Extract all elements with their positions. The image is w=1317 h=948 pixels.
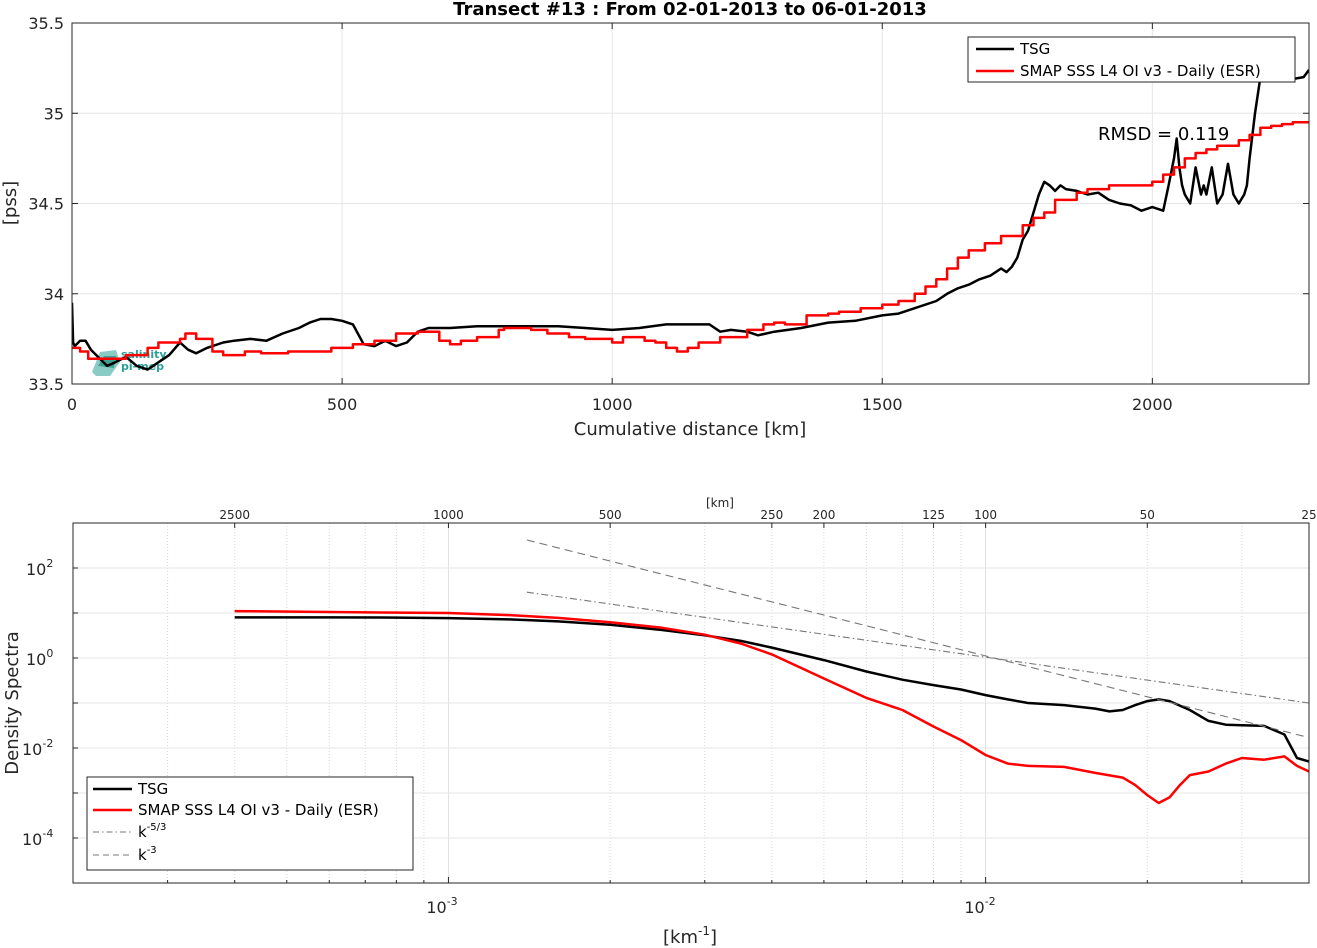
top-xtick-label: 500 [327,395,358,414]
top-legend-label-smap: SMAP SSS L4 OI v3 - Daily (ESR) [1020,62,1261,80]
bottom-ytick-label-1e0: 100 [26,647,53,669]
bottom-series-line-k3 [526,539,1309,739]
bottom-ticks: 2500 1000 500 250 200 125 100 50 25 [73,508,1317,883]
top-xtick-label: 2000 [1132,395,1173,414]
top-legend-box [967,36,1296,83]
top-km-tick-label: 100 [974,508,997,522]
bottom-y-axis-label: Density Spectra [2,631,23,774]
top-xtick-label: 0 [67,395,77,414]
bottom-xtick-label-1e-3: 10-3 [426,895,457,917]
bottom-legend: TSG SMAP SSS L4 OI v3 - Daily (ESR) k-5/… [86,776,414,871]
top-km-tick-label: 500 [599,508,622,522]
rmsd-annotation: RMSD = 0.119 [1098,124,1229,145]
bottom-ytick-label-1e-4: 10-4 [22,827,53,849]
bottom-series-line-k53 [526,591,1309,704]
top-legend: TSG SMAP SSS L4 OI v3 - Daily (ESR) [967,36,1296,83]
top-ytick-label: 33.5 [28,375,64,394]
top-xtick-label: 1500 [862,395,903,414]
bottom-x-axis-label: [km-1] [663,924,717,948]
top-plot-frame [71,22,1310,385]
bottom-plot-frame [72,522,1310,884]
bottom-ytick-label-1e-2: 10-2 [22,737,53,759]
top-km-axis-label: [km] [706,496,734,510]
top-grid [72,23,1309,384]
top-series-line-tsg [72,69,1309,371]
chart-title: Transect #13 : From 02-01-2013 to 06-01-… [453,0,927,20]
bottom-legend-label-k3: k-3 [138,845,157,864]
top-x-axis-label: Cumulative distance [km] [574,419,806,440]
bottom-series-line-smap [234,609,1309,805]
top-ytick-label: 34.5 [28,195,64,214]
top-ytick-label: 34 [44,285,64,304]
top-ticks: 0 500 1000 1500 2000 33.5 34 34.5 35 35.5 [28,14,1309,414]
top-xtick-label: 1000 [592,395,633,414]
top-km-tick-label: 200 [812,508,835,522]
bottom-legend-box [86,776,414,871]
bottom-panel: 2500 1000 500 250 200 125 100 50 25 [km] 10-3 10… [2,496,1317,948]
bottom-series-line-tsg [234,616,1309,763]
top-km-tick-label: 50 [1140,508,1155,522]
top-panel: 0 500 1000 1500 2000 33.5 34 34.5 35 35.5 Transec… [0,0,1310,440]
bottom-ytick-label-1e2: 102 [26,557,53,579]
top-km-tick-label: 2500 [219,508,250,522]
top-series-line-smap [72,121,1309,360]
top-ytick-label: 35.5 [28,14,64,33]
top-km-tick-label: 25 [1301,508,1316,522]
top-km-tick-label: 1000 [433,508,464,522]
bottom-legend-label-k53: k-5/3 [138,822,166,841]
bottom-xtick-label-1e-2: 10-2 [964,895,995,917]
top-y-axis-label: [pss] [0,181,21,225]
bottom-series-group [234,539,1309,805]
top-series-group [72,69,1309,371]
bottom-legend-label-tsg: TSG [137,780,168,798]
top-km-tick-label: 250 [760,508,783,522]
top-legend-label-tsg: TSG [1019,40,1050,58]
top-ytick-label: 35 [44,104,64,123]
top-km-tick-label: 125 [922,508,945,522]
bottom-legend-label-smap: SMAP SSS L4 OI v3 - Daily (ESR) [138,801,379,819]
